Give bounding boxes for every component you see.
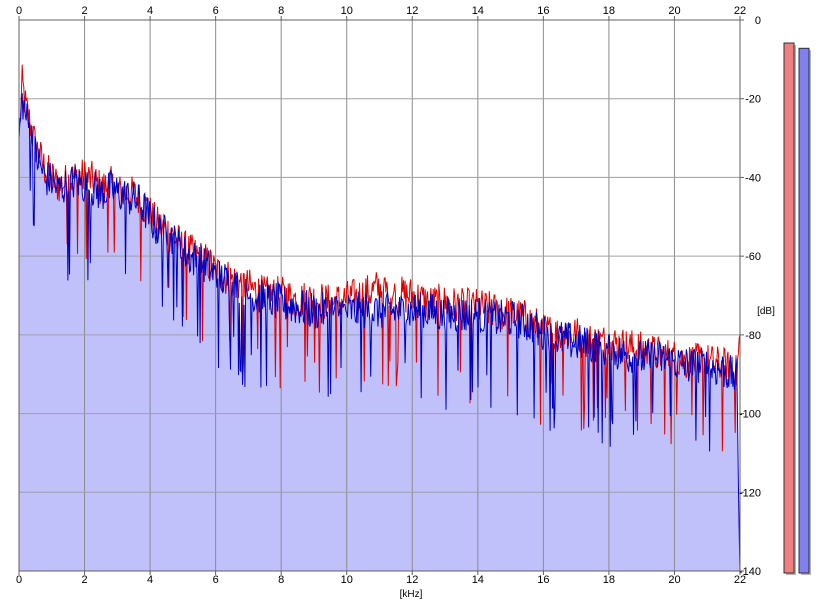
x-tick-label-top: 22 xyxy=(734,5,746,17)
y-axis-label: [dB] xyxy=(757,306,775,317)
grid-layer xyxy=(19,20,740,571)
level-meter-bar xyxy=(783,42,795,574)
x-tick-label-top: 0 xyxy=(16,5,22,17)
x-tick-label-bottom: 4 xyxy=(147,574,153,586)
x-tick-label-top: 2 xyxy=(81,5,87,17)
x-axis-top: 0 2 4 6 8 10 12 14 16 18 20 22 xyxy=(16,5,746,20)
x-tick-label-top: 16 xyxy=(537,5,549,17)
x-tick-label-bottom: 14 xyxy=(472,574,484,586)
x-axis-bottom: 0 2 4 6 8 10 12 14 16 18 20 22 xyxy=(16,571,746,586)
x-tick-label-top: 6 xyxy=(213,5,219,17)
x-tick-label-bottom: 8 xyxy=(278,574,284,586)
y-axis-right: 0 -20 -40 -60 -80 -100 -120 -140 xyxy=(739,15,761,578)
x-tick-label-bottom: 12 xyxy=(406,574,418,586)
level-meter-bar xyxy=(798,47,810,574)
plot-frame xyxy=(18,19,741,572)
y-tick-label: -60 xyxy=(745,251,761,263)
x-tick-label-bottom: 10 xyxy=(341,574,353,586)
y-tick-label: 0 xyxy=(755,15,761,27)
level-meters xyxy=(783,42,811,576)
y-tick-label: -20 xyxy=(745,94,761,106)
x-tick-label-top: 14 xyxy=(472,5,484,17)
y-tick-label: -100 xyxy=(739,409,761,421)
x-tick-label-top: 8 xyxy=(278,5,284,17)
x-tick-label-bottom: 0 xyxy=(16,574,22,586)
y-tick-label: -40 xyxy=(745,172,761,184)
spectrum-fill-layer xyxy=(19,93,740,571)
series-2-area xyxy=(19,93,740,571)
x-tick-label-bottom: 18 xyxy=(603,574,615,586)
y-tick-label: -140 xyxy=(739,566,761,578)
plot-border xyxy=(18,19,741,572)
series-2-line xyxy=(18,93,741,572)
x-tick-label-bottom: 16 xyxy=(537,574,549,586)
spectrum-lines-layer xyxy=(18,64,741,572)
x-tick-label-top: 20 xyxy=(668,5,680,17)
x-tick-label-bottom: 20 xyxy=(668,574,680,586)
x-tick-label-top: 18 xyxy=(603,5,615,17)
y-tick-label: -80 xyxy=(745,330,761,342)
x-tick-label-bottom: 2 xyxy=(81,574,87,586)
x-tick-label-bottom: 22 xyxy=(734,574,746,586)
y-tick-label: -120 xyxy=(739,487,761,499)
x-axis-label: [kHz] xyxy=(400,589,423,600)
x-tick-label-bottom: 6 xyxy=(213,574,219,586)
x-tick-label-top: 10 xyxy=(341,5,353,17)
x-tick-label-top: 12 xyxy=(406,5,418,17)
x-tick-label-top: 4 xyxy=(147,5,153,17)
